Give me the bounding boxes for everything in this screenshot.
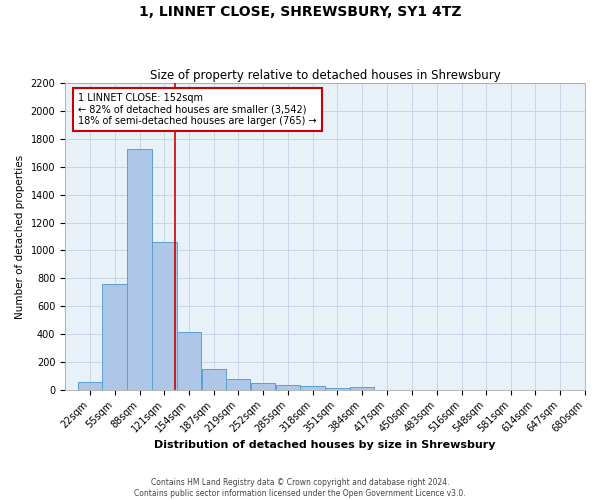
Bar bbox=[103, 284, 127, 390]
X-axis label: Distribution of detached houses by size in Shrewsbury: Distribution of detached houses by size … bbox=[154, 440, 496, 450]
Bar bbox=[275, 385, 300, 390]
Bar bbox=[152, 242, 176, 390]
Title: Size of property relative to detached houses in Shrewsbury: Size of property relative to detached ho… bbox=[149, 69, 500, 82]
Bar bbox=[202, 369, 226, 390]
Text: 1 LINNET CLOSE: 152sqm
← 82% of detached houses are smaller (3,542)
18% of semi-: 1 LINNET CLOSE: 152sqm ← 82% of detached… bbox=[78, 93, 317, 126]
Bar bbox=[177, 332, 202, 390]
Bar bbox=[350, 387, 374, 390]
Text: Contains HM Land Registry data © Crown copyright and database right 2024.
Contai: Contains HM Land Registry data © Crown c… bbox=[134, 478, 466, 498]
Bar bbox=[77, 382, 102, 390]
Bar bbox=[251, 384, 275, 390]
Y-axis label: Number of detached properties: Number of detached properties bbox=[15, 154, 25, 318]
Bar bbox=[226, 378, 250, 390]
Bar bbox=[127, 148, 152, 390]
Bar bbox=[301, 386, 325, 390]
Bar bbox=[325, 388, 350, 390]
Text: 1, LINNET CLOSE, SHREWSBURY, SY1 4TZ: 1, LINNET CLOSE, SHREWSBURY, SY1 4TZ bbox=[139, 5, 461, 19]
